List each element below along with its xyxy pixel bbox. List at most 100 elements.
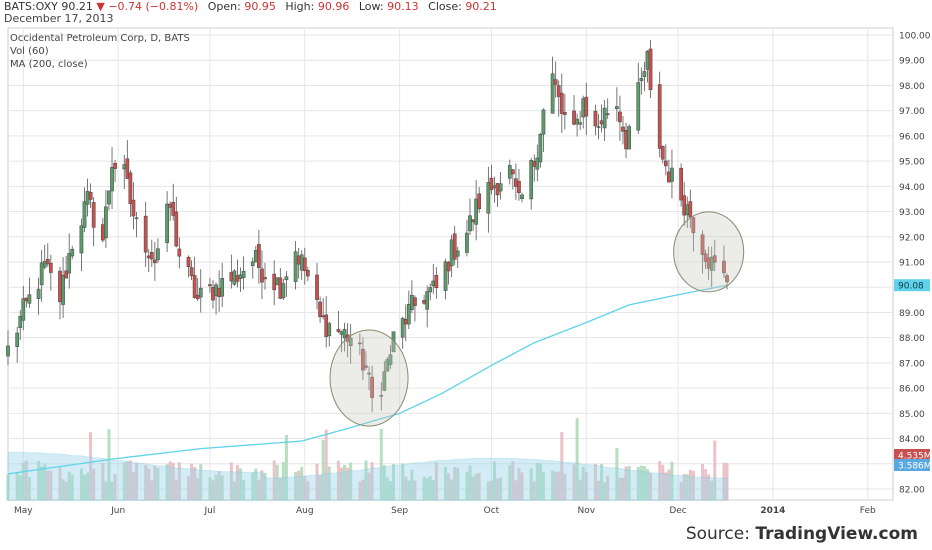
volume-bar: [453, 467, 457, 501]
candle-body: [131, 199, 136, 217]
candle-body: [517, 181, 521, 193]
volume-bar: [520, 472, 524, 501]
high-value: 90.96: [317, 0, 350, 13]
volume-bar: [125, 461, 129, 501]
volume-bar: [379, 428, 383, 501]
volume-bar: [86, 472, 90, 501]
x-tick-label: Dec: [669, 506, 686, 516]
last-price-badge-bg: [894, 279, 930, 292]
y-tick-label: 88.00: [899, 334, 925, 344]
volume-bar: [428, 476, 432, 501]
volume-bar: [321, 440, 325, 501]
volume-bar: [153, 465, 157, 501]
candle-body: [410, 294, 414, 311]
candle-body: [593, 110, 598, 127]
candle-body: [722, 260, 726, 274]
volume-bar: [220, 475, 224, 501]
volume-bar: [489, 480, 493, 501]
volume-ma-area: [7, 451, 728, 501]
volume-bar: [101, 462, 105, 501]
candle-body: [113, 162, 117, 169]
candle-body: [492, 185, 497, 189]
volume-bar: [43, 464, 47, 501]
volume-bar: [517, 468, 521, 501]
candle-body: [134, 217, 139, 220]
volume-bar: [257, 479, 261, 501]
volume-bar: [581, 466, 585, 501]
volume-bar: [217, 471, 221, 501]
candle-body: [79, 225, 84, 254]
volume-bar: [642, 466, 646, 501]
candle-body: [700, 234, 705, 255]
candle-body: [575, 118, 579, 125]
candle-body: [645, 50, 650, 70]
volume-bar: [278, 478, 282, 501]
quote-date: December 17, 2013: [4, 12, 114, 25]
legend-ma[interactable]: MA (200, close): [10, 59, 88, 70]
volume-bar: [251, 472, 255, 501]
candle-body: [241, 271, 246, 278]
volume-bar: [554, 471, 558, 501]
price-chart[interactable]: 82.0083.0084.0085.0086.0087.0088.0089.00…: [0, 26, 932, 520]
volume-bar: [465, 471, 469, 501]
volume-bar: [260, 470, 264, 501]
candle-body: [572, 110, 576, 125]
candle-body: [520, 194, 524, 199]
candle-body: [563, 112, 567, 115]
candle-body: [299, 254, 304, 271]
volume-bar: [658, 461, 662, 501]
candle-body: [21, 298, 26, 321]
volume-bar: [688, 469, 692, 501]
candle-body: [189, 267, 194, 277]
volume-bar: [410, 469, 414, 501]
candle-body: [177, 248, 182, 257]
candle-body: [465, 232, 469, 253]
candle-body: [400, 318, 405, 338]
volume-bar: [538, 463, 542, 501]
candle-body: [529, 159, 534, 200]
volume-bar: [597, 480, 601, 501]
candle-body: [91, 202, 96, 228]
volume-bar: [722, 462, 726, 501]
volume-ma-badge: 3.586M: [898, 462, 932, 472]
candle-body: [195, 294, 200, 300]
highlight-ellipse: [673, 211, 745, 293]
low-label: Low:: [358, 0, 384, 13]
volume-bar: [514, 480, 518, 501]
legend-title[interactable]: Occidental Petroleum Corp, D, BATS: [10, 33, 190, 44]
volume-bar: [606, 475, 610, 501]
volume-badge: 4.535M: [898, 452, 932, 462]
volume-bar: [190, 463, 194, 501]
volume-bar: [691, 470, 695, 501]
volume-bar: [434, 462, 438, 501]
volume-bar: [560, 432, 564, 501]
legend-volume[interactable]: Vol (60): [10, 46, 49, 57]
y-tick-label: 87.00: [899, 359, 925, 369]
candle-body: [428, 287, 433, 293]
symbol[interactable]: BATS:OXY: [4, 0, 58, 13]
candle-body: [100, 224, 105, 241]
candle-body: [541, 109, 546, 135]
candle-body: [379, 395, 384, 397]
chart-header: BATS:OXY 90.21 ▼ −0.74 (−0.81%) Open: 90…: [0, 0, 932, 26]
volume-bar: [315, 463, 319, 501]
source-credit: Source: TradingView.com: [686, 524, 918, 544]
y-tick-label: 85.00: [899, 410, 925, 420]
candle-body: [296, 255, 301, 265]
candle-body: [413, 297, 417, 306]
volume-bar: [593, 463, 597, 501]
candle-body: [165, 203, 169, 243]
volume-bar: [388, 481, 392, 501]
x-tick-label: Oct: [484, 506, 500, 516]
candle-body: [174, 211, 179, 247]
volume-bar: [254, 468, 258, 501]
candle-body: [709, 256, 714, 271]
x-tick-label: Aug: [296, 506, 314, 516]
volume-bar: [615, 448, 619, 501]
candle-body: [281, 283, 286, 299]
volume-bar: [563, 473, 567, 501]
volume-bar: [27, 476, 31, 501]
last-price-badge: 90.08: [898, 282, 924, 292]
volume-bar: [177, 462, 181, 501]
candle-body: [382, 371, 387, 391]
